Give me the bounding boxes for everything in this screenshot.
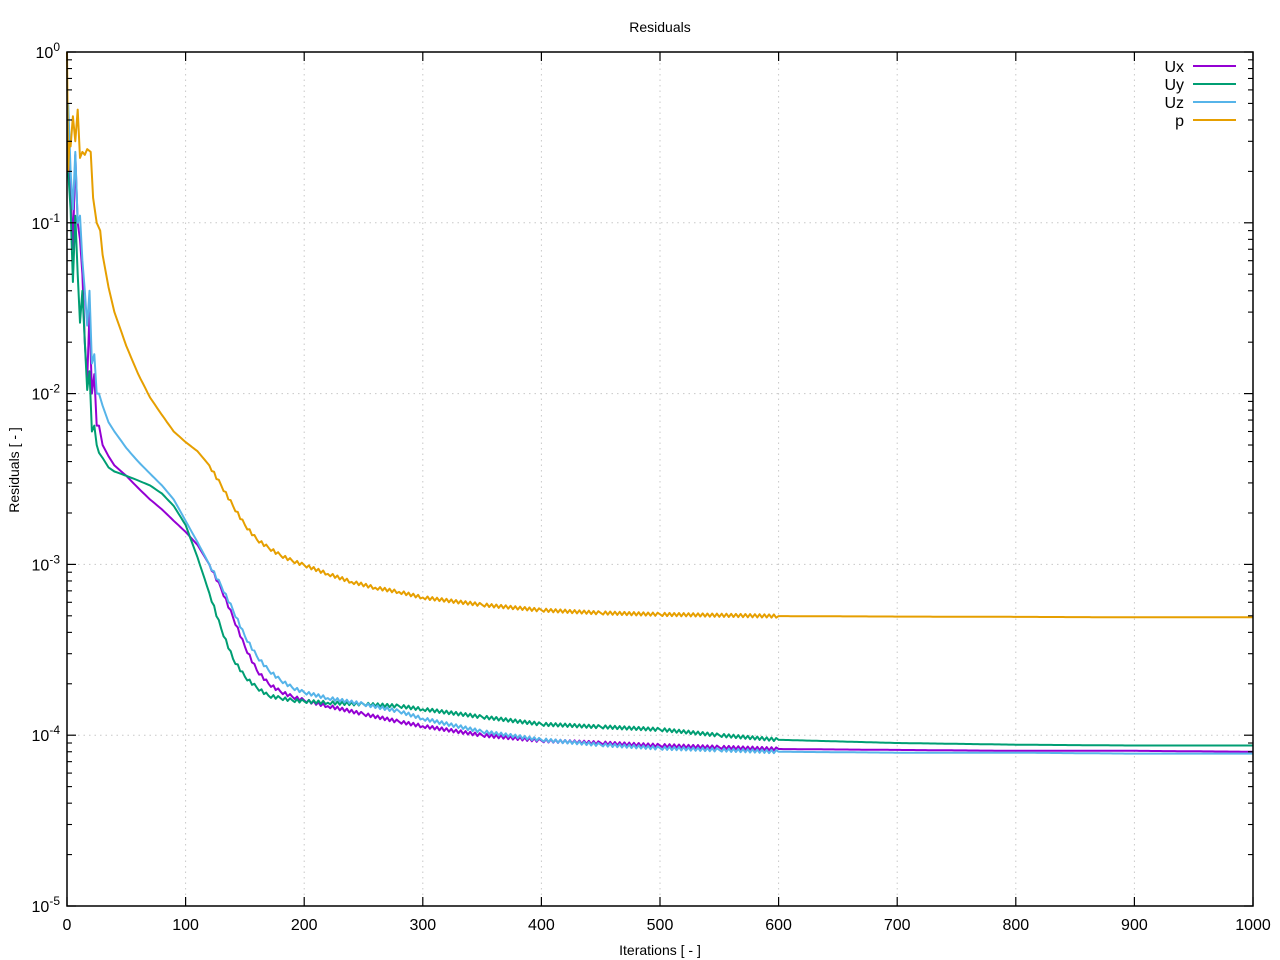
y-tick-label: 10-5 (32, 894, 61, 916)
x-tick-label: 500 (647, 917, 674, 934)
legend-label-uz: Uz (1164, 95, 1184, 112)
x-tick-label: 300 (409, 917, 436, 934)
x-tick-label: 1000 (1235, 917, 1271, 934)
x-tick-label: 700 (884, 917, 911, 934)
series-lines (66, 51, 1254, 755)
y-tick-label: 10-3 (32, 552, 61, 574)
axis-ticks (66, 51, 1254, 907)
y-tick-label: 10-2 (32, 382, 61, 404)
chart-title: Residuals (629, 19, 690, 35)
y-tick-label: 10-1 (32, 211, 61, 233)
y-axis-tick-labels: 100 10-1 10-2 10-3 10-4 10-5 (32, 40, 61, 916)
x-tick-label: 0 (63, 917, 72, 934)
series-line-uy (67, 171, 1253, 747)
x-tick-label: 400 (528, 917, 555, 934)
x-tick-label: 100 (172, 917, 199, 934)
x-axis-label: Iterations [ - ] (619, 942, 701, 958)
legend-label-ux: Ux (1164, 59, 1184, 76)
x-axis-tick-labels: 0 100 200 300 400 500 600 700 800 900 1000 (63, 917, 1271, 934)
x-tick-label: 900 (1121, 917, 1148, 934)
y-tick-label: 10-4 (32, 723, 61, 745)
y-tick-label: 100 (36, 40, 61, 62)
series-line-uz (67, 103, 1253, 755)
series-line-ux (67, 141, 1254, 753)
y-axis-label: Residuals [ - ] (6, 427, 22, 513)
x-tick-label: 800 (1002, 917, 1029, 934)
x-tick-label: 600 (765, 917, 792, 934)
x-tick-label: 200 (291, 917, 318, 934)
legend-label-p: p (1175, 113, 1184, 130)
legend-label-uy: Uy (1164, 77, 1184, 94)
series-line-p (66, 51, 1253, 619)
